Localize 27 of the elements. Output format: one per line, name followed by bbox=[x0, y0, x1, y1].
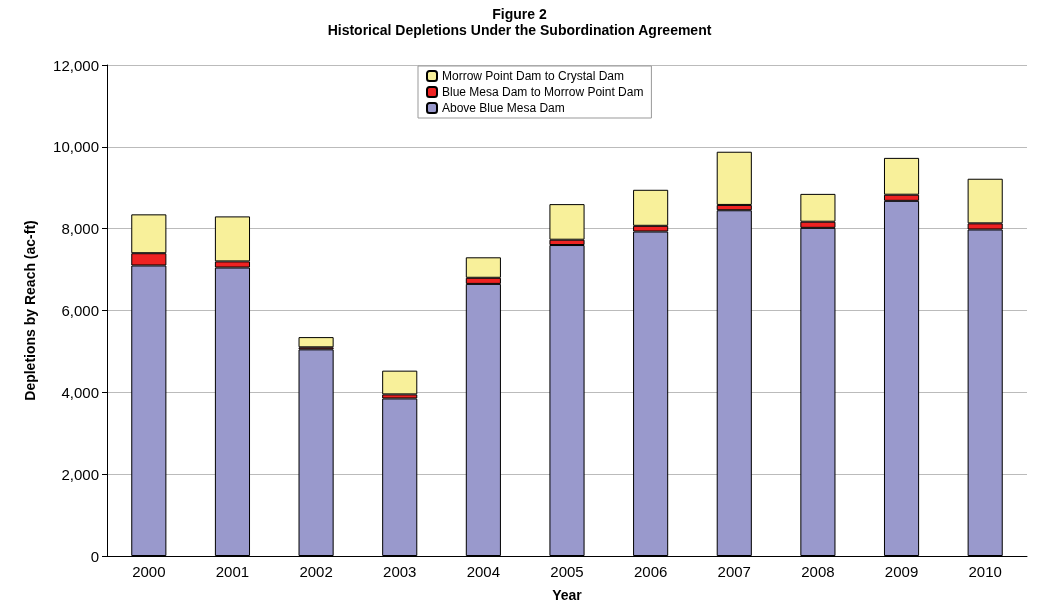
legend-label: Morrow Point Dam to Crystal Dam bbox=[442, 69, 625, 83]
y-tick-label: 8,000 bbox=[61, 220, 99, 238]
x-tick-label: 2007 bbox=[717, 563, 751, 580]
x-tick-label: 2008 bbox=[801, 563, 835, 580]
x-tick-label: 2001 bbox=[215, 563, 250, 580]
x-tick-label: 2004 bbox=[466, 563, 501, 580]
x-tick-label: 2005 bbox=[550, 563, 584, 580]
x-tick-label: 2002 bbox=[299, 563, 333, 580]
y-tick-label: 12,000 bbox=[53, 56, 99, 74]
y-tick-label: 0 bbox=[90, 547, 99, 565]
bar bbox=[298, 337, 334, 348]
y-axis-title: Depletions by Reach (ac-ft) bbox=[22, 220, 38, 401]
x-axis-title: Year bbox=[552, 587, 583, 603]
y-tick-label: 10,000 bbox=[53, 138, 99, 156]
legend-label: Above Blue Mesa Dam bbox=[442, 101, 565, 115]
x-tick-label: 2006 bbox=[633, 563, 668, 580]
y-tick-label: 6,000 bbox=[61, 302, 99, 319]
chart-subtitle: Historical Depletions Under the Subordination Agreement bbox=[327, 22, 712, 38]
y-tick-label: 2,000 bbox=[61, 465, 99, 483]
x-tick-label: 2003 bbox=[383, 563, 417, 580]
y-tick-label: 4,000 bbox=[61, 383, 99, 401]
legend-label: Blue Mesa Dam to Morrow Point Dam bbox=[442, 85, 644, 99]
bar bbox=[382, 370, 418, 395]
x-tick-label: 2009 bbox=[884, 563, 919, 580]
chart-title: Figure 2 bbox=[492, 6, 547, 22]
x-tick-label: 2000 bbox=[132, 563, 166, 580]
x-tick-label: 2010 bbox=[968, 563, 1002, 580]
